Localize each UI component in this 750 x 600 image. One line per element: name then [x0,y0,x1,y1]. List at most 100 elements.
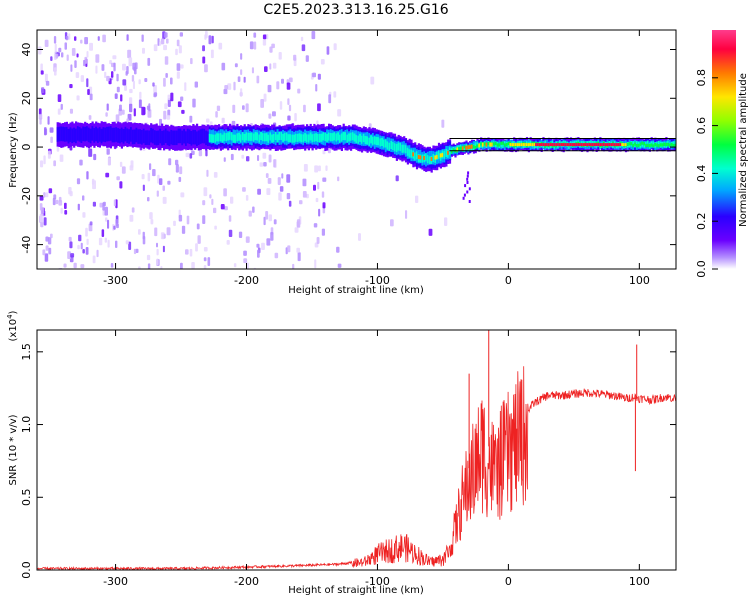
spectrogram-speckle [251,67,254,74]
spectrogram-speckle [55,53,59,58]
spectrogram-speckle [189,115,193,123]
spectrogram-speckle [203,187,208,197]
spectrogram-speckle [179,166,183,175]
spectrogram-ridge-cell [229,131,232,140]
spectrogram-speckle [278,192,282,201]
spectrogram-ridge-cell [201,128,204,144]
spectrogram-ridge-cell [370,135,373,144]
colorbar-gradient [712,30,736,269]
spectrogram-speckle [159,178,163,185]
spectrogram-ridge-cell [665,142,668,147]
spectrogram-speckle [203,247,208,252]
spectrogram-ridge-cell [218,133,221,142]
spectrogram-speckle [232,104,236,113]
spectrogram-ridge-cell [368,137,371,146]
spectrogram-ridge-cell [333,132,336,141]
spectrogram-speckle [53,194,57,200]
spectrogram-ridge-cell [326,133,329,142]
spectrogram-ridge-core [624,143,628,147]
spectrogram-tail [467,171,470,175]
spectrogram-ridge-cell [86,126,89,141]
spectrogram-speckle [50,56,53,61]
spectrogram-speckle [98,237,103,246]
spectrogram-ridge-cell [390,140,393,149]
spectrogram-ridge-cell [353,133,356,142]
spectrogram-speckle [104,237,107,243]
spectrogram-ridge-cell [502,142,505,149]
spectrogram-speckle [45,236,49,242]
spectrogram-speckle [43,192,46,198]
spectrogram-ridge-cell [492,142,496,146]
spectrogram-ridge-core [518,143,521,147]
spectrogram-ridge-core [586,143,589,147]
spectrogram-speckle [69,191,73,197]
spectrogram-ridge-cell [331,133,334,142]
snr-ylabel: SNR (10 * v/v) [8,414,19,485]
spectrogram-speckle [116,73,119,82]
spectrogram-speckle [333,43,337,51]
snr-ytick-label: 0.0 [20,561,33,579]
spectrogram-speckle [268,154,272,163]
spectrogram-ridge-cell [421,154,424,163]
spectrogram-speckle [337,109,342,117]
spectrogram-speckle [233,263,237,268]
spectrogram-ridge-cell [393,143,397,152]
spectrogram-speckle [230,196,234,204]
spectrogram-speckle [215,111,218,118]
spectrogram-speckle [66,54,69,61]
spectrogram-ridge-cell [219,133,222,142]
spectrogram-ridge-core [546,143,549,147]
spectrogram-ridge-cell [130,127,133,142]
spectrogram-speckle [125,71,128,76]
spectrogram-ridge-core [593,143,596,147]
spectrogram-speckle [103,201,106,207]
spectrogram-speckle [47,116,50,125]
spectrogram-speckle [287,115,291,121]
spectrogram-xtick-label: -300 [103,274,128,287]
spectrogram-speckle [76,95,80,101]
spectrogram-speckle [210,49,214,59]
spectrogram-ridge-cell [302,134,305,143]
spectrogram-speckle [170,77,173,85]
spectrogram-ridge-core [595,143,598,147]
spectrogram-ridge-cell [65,126,68,142]
spectrogram-ridge-cell [630,142,633,146]
spectrogram-speckle [135,248,139,253]
spectrogram-speckle [265,211,269,220]
spectrogram-ytick-label: -40 [20,236,33,254]
spectrogram-ridge-cell [502,141,505,145]
spectrogram-speckle [224,85,229,90]
spectrogram-speckle [317,181,320,190]
spectrogram-ridge-cell [397,142,400,151]
spectrogram-ridge-cell [102,127,105,142]
spectrogram-ridge-cell [144,130,147,145]
spectrogram-speckle [276,81,280,90]
spectrogram-ridge-cell [159,128,162,144]
spectrogram-ridge-core [560,143,563,147]
spectrogram-speckle [314,165,319,173]
spectrogram-speckle [286,82,291,90]
spectrogram-speckle [77,203,80,211]
spectrogram-speckle [121,166,126,174]
spectrogram-ridge-cell [426,155,430,164]
spectrogram-speckle [263,93,267,102]
spectrogram-speckle [263,162,267,167]
spectrogram-speckle [302,178,307,187]
spectrogram-ridge-cell [298,133,301,142]
spectrogram-ridge-cell [415,151,419,160]
spectrogram-ridge-cell [84,126,87,142]
spectrogram-speckle [242,105,245,110]
spectrogram-ridge-cell [399,143,402,152]
spectrogram-speckle [38,46,42,55]
spectrogram-ridge-cell [309,132,312,141]
spectrogram-ridge-cell [645,143,648,148]
spectrogram-speckle [116,176,120,181]
spectrogram-ridge-cell [245,132,248,141]
spectrogram-ridge-core [590,143,593,147]
spectrogram-speckle [76,53,79,58]
spectrogram-speckle [67,251,71,259]
spectrogram-speckle [61,52,64,58]
spectrogram-ridge-core [547,143,551,147]
spectrogram-speckle [164,56,169,65]
spectrogram-ridge-cell [472,145,475,149]
